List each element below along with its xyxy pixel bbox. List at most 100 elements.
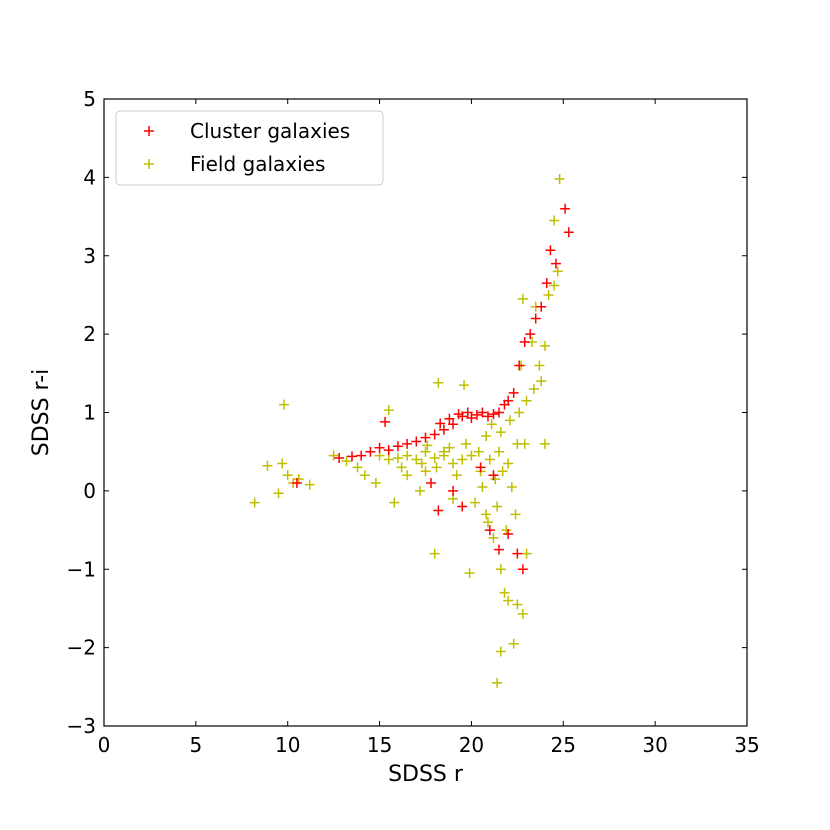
data-point xyxy=(457,411,468,422)
legend-marker xyxy=(144,159,154,169)
plot-frame xyxy=(103,98,748,727)
data-point xyxy=(262,460,273,471)
data-point xyxy=(392,441,403,452)
y-axis-label: SDSS r-i xyxy=(29,369,54,457)
data-point xyxy=(383,405,394,416)
data-point xyxy=(506,481,517,492)
data-point xyxy=(517,293,528,304)
data-point xyxy=(470,497,481,508)
data-point xyxy=(444,413,455,424)
data-point xyxy=(334,452,345,463)
data-point xyxy=(495,564,506,575)
axis-ticks: 0 5 10 15 20 25 30 35 −3 −2 −1 0 1 2 3 4 5 xyxy=(67,87,760,757)
data-point xyxy=(389,497,400,508)
legend-label: Cluster galaxies xyxy=(190,119,350,143)
x-tick-label: 30 xyxy=(642,733,667,757)
data-point xyxy=(521,395,532,406)
data-point xyxy=(462,407,473,418)
data-point xyxy=(420,466,431,477)
data-point xyxy=(493,446,504,457)
x-tick-label: 10 xyxy=(275,733,300,757)
data-point xyxy=(477,481,488,492)
data-point xyxy=(471,409,482,420)
y-tick-label: −2 xyxy=(67,636,96,660)
data-point xyxy=(563,227,574,238)
y-tick-label: 2 xyxy=(83,322,96,346)
data-point xyxy=(492,501,503,512)
data-point xyxy=(414,485,425,496)
data-point xyxy=(249,497,260,508)
data-point xyxy=(554,173,565,184)
data-point xyxy=(416,458,427,469)
data-point xyxy=(457,501,468,512)
data-point xyxy=(493,407,504,418)
data-point xyxy=(422,440,433,451)
data-point xyxy=(536,376,547,387)
data-point xyxy=(352,462,363,473)
data-point xyxy=(383,454,394,465)
data-point xyxy=(492,677,503,688)
data-point xyxy=(279,399,290,410)
y-tick-label: −1 xyxy=(67,557,96,581)
data-point xyxy=(503,528,514,539)
data-point xyxy=(481,509,492,520)
legend: Cluster galaxies Field galaxies xyxy=(115,110,384,186)
data-point xyxy=(560,203,571,214)
legend-marker xyxy=(144,126,154,136)
data-point xyxy=(503,395,514,406)
data-point xyxy=(503,595,514,606)
x-axis-label: SDSS r xyxy=(388,762,464,787)
data-point xyxy=(508,387,519,398)
data-point xyxy=(512,548,523,559)
data-point xyxy=(495,427,506,438)
data-point xyxy=(534,360,545,371)
x-tick-label: 15 xyxy=(367,733,392,757)
data-point xyxy=(499,587,510,598)
y-tick-label: −3 xyxy=(67,714,96,738)
data-point xyxy=(530,313,541,324)
data-point xyxy=(521,548,532,559)
data-point xyxy=(291,478,302,489)
data-points xyxy=(249,173,574,688)
data-point xyxy=(484,525,495,536)
data-point xyxy=(493,544,504,555)
data-point xyxy=(549,215,560,226)
data-point xyxy=(365,446,376,457)
data-point xyxy=(411,436,422,447)
data-point xyxy=(438,450,449,461)
data-point xyxy=(495,646,506,657)
x-tick-label: 20 xyxy=(459,733,484,757)
y-tick-label: 3 xyxy=(83,244,96,268)
data-point xyxy=(482,517,493,528)
data-point xyxy=(444,442,455,453)
data-point xyxy=(508,638,519,649)
y-tick-label: 1 xyxy=(83,401,96,425)
data-point xyxy=(464,568,475,579)
data-point xyxy=(552,266,563,277)
data-point xyxy=(488,470,499,481)
data-point xyxy=(525,329,536,340)
data-point xyxy=(429,548,440,559)
data-point xyxy=(519,438,530,449)
data-point xyxy=(438,424,449,435)
y-tick-label: 5 xyxy=(83,87,96,111)
data-point xyxy=(433,505,444,516)
data-point xyxy=(473,446,484,457)
data-point xyxy=(448,419,459,430)
data-point xyxy=(543,289,554,300)
data-point xyxy=(549,280,560,291)
x-tick-label: 35 xyxy=(734,733,759,757)
data-point xyxy=(341,456,352,467)
data-point xyxy=(431,462,442,473)
data-point xyxy=(514,407,525,418)
data-point xyxy=(539,438,550,449)
data-point xyxy=(519,336,530,347)
y-tick-label: 0 xyxy=(83,479,96,503)
x-tick-label: 25 xyxy=(551,733,576,757)
data-point xyxy=(503,458,514,469)
data-point xyxy=(510,509,521,520)
data-point xyxy=(402,450,413,461)
data-point xyxy=(448,458,459,469)
data-point xyxy=(304,479,315,490)
